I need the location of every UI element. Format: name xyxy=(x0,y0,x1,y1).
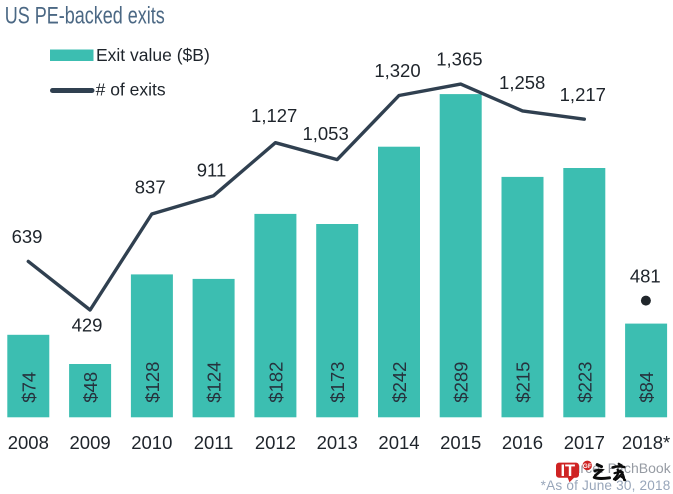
svg-text:$223: $223 xyxy=(574,362,595,403)
svg-text:$84: $84 xyxy=(636,372,657,403)
svg-text:2013: 2013 xyxy=(317,432,358,453)
svg-text:$48: $48 xyxy=(80,372,101,403)
svg-text:2010: 2010 xyxy=(131,432,172,453)
svg-text:$182: $182 xyxy=(265,362,286,403)
svg-text:837: 837 xyxy=(135,176,166,197)
svg-text:$215: $215 xyxy=(513,362,534,403)
svg-text:639: 639 xyxy=(12,226,43,247)
svg-text:2008: 2008 xyxy=(8,432,49,453)
svg-text:$124: $124 xyxy=(204,362,225,403)
svg-text:911: 911 xyxy=(197,159,227,180)
svg-text:1,053: 1,053 xyxy=(302,123,348,144)
svg-text:$74: $74 xyxy=(18,372,39,403)
svg-text:481: 481 xyxy=(630,265,661,286)
svg-text:429: 429 xyxy=(72,315,103,336)
svg-text:2016: 2016 xyxy=(502,432,543,453)
svg-text:1,320: 1,320 xyxy=(374,60,420,81)
svg-text:2011: 2011 xyxy=(194,432,234,453)
svg-text:# of exits: # of exits xyxy=(96,80,166,100)
svg-text:2014: 2014 xyxy=(378,432,419,453)
svg-text:$128: $128 xyxy=(142,362,163,403)
svg-text:2017: 2017 xyxy=(564,432,605,453)
svg-text:2012: 2012 xyxy=(255,432,296,453)
svg-text:GF: GF xyxy=(583,463,592,470)
svg-text:1,127: 1,127 xyxy=(251,105,297,126)
svg-text:1,258: 1,258 xyxy=(499,72,545,93)
svg-text:2018*: 2018* xyxy=(622,432,670,453)
svg-text:1,365: 1,365 xyxy=(436,48,482,69)
svg-text:*As of June 30, 2018: *As of June 30, 2018 xyxy=(541,478,671,493)
svg-text:2015: 2015 xyxy=(440,432,481,453)
svg-text:$242: $242 xyxy=(389,362,410,403)
svg-text:US PE-backed exits: US PE-backed exits xyxy=(5,3,165,29)
svg-text:Exit value ($B): Exit value ($B) xyxy=(96,45,210,65)
svg-text:IT: IT xyxy=(560,462,575,480)
svg-text:2009: 2009 xyxy=(70,432,111,453)
svg-text:$289: $289 xyxy=(451,362,472,403)
svg-text:$173: $173 xyxy=(327,362,348,403)
svg-text:1,217: 1,217 xyxy=(560,84,606,105)
